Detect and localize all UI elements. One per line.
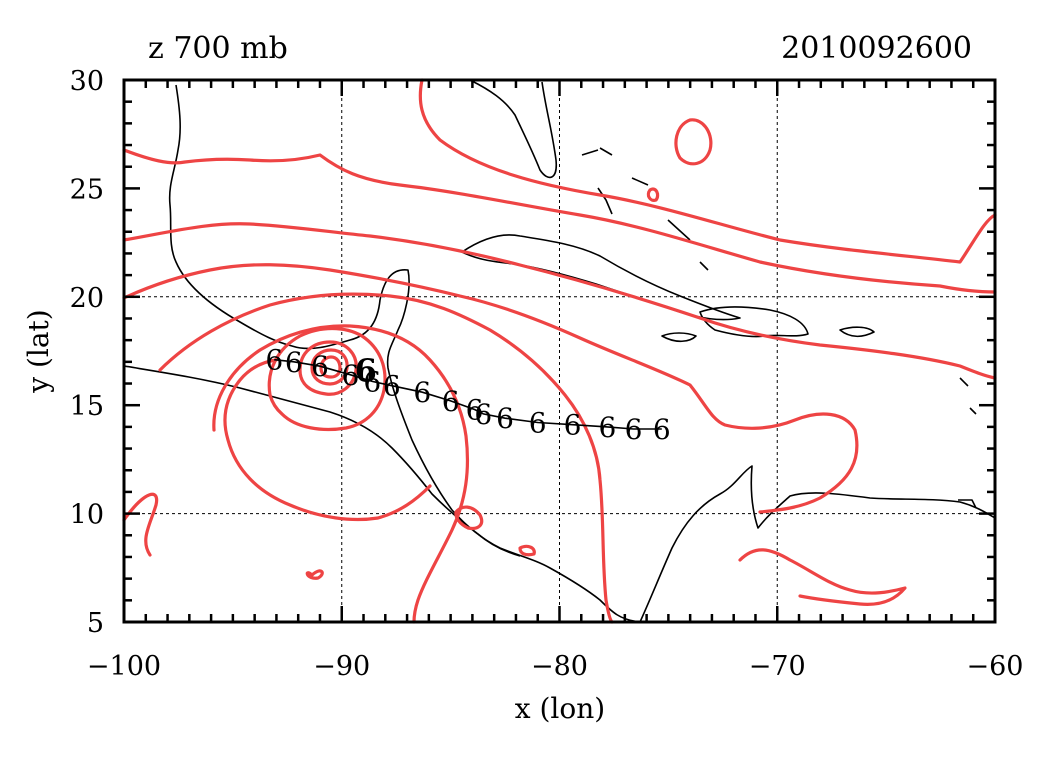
track-point-symbol: 6 [442,385,460,418]
y-tick-label: 10 [70,500,104,531]
y-axis-label: y (lat) [22,309,55,393]
x-tick-label: −100 [87,651,161,682]
track-point-symbol: 6 [529,407,547,440]
track-point-symbol: 6 [564,409,582,442]
x-tick-label: −70 [749,651,806,682]
contour-line [122,263,859,514]
track-point-symbol: 6 [598,411,616,444]
y-tick-label: 15 [70,391,104,422]
contour-line [319,355,342,379]
y-tick-label: 25 [70,174,104,205]
coastline-hispaniola [699,306,809,338]
contour-line [454,505,484,531]
contour-line [310,348,349,386]
contour-line [305,569,324,580]
date-label: 2010092600 [781,31,972,66]
track-point-symbol: 6 [466,394,484,427]
contour-line [267,326,387,432]
track-point-symbol: 6 [496,402,514,435]
contour-line [158,292,614,624]
contour-line [518,544,536,557]
x-axis-label: x (lon) [515,692,605,725]
track-point-symbol: 6 [342,359,360,392]
coastline-gulf-central-america [168,84,641,623]
contour-line [674,118,713,166]
contour-line [122,148,997,294]
contour-line [646,187,660,202]
x-tick-label: −60 [967,651,1024,682]
track-point-symbol: 6 [285,346,303,379]
x-tick-label: −90 [313,651,370,682]
storm-track-line [274,358,662,430]
y-tick-label: 20 [70,283,104,314]
track-point-symbol: 6 [311,350,329,383]
contour-line [738,548,907,606]
height-contours [122,78,997,624]
coastline-antilles [958,377,977,509]
contour-line [122,492,159,557]
track-point-symbol: 6 [474,398,492,431]
current-position-symbol: 6 [355,352,377,390]
coastline-jamaica [661,332,697,343]
y-tick-label: 30 [70,66,104,97]
track-point-symbol: 6 [383,370,401,403]
track-point-symbol: 6 [363,365,381,398]
contour-line [298,340,358,396]
coastline-pacific [123,365,521,557]
x-tick-label: −80 [531,651,588,682]
track-point-symbol: 6 [625,413,643,446]
track-point-symbol: 6 [413,376,431,409]
coastlines [123,79,996,623]
contour-line [212,324,470,624]
y-axis-ticks: 5 10 15 20 25 30 [70,66,104,639]
x-axis-ticks: −100 −90 −80 −70 −60 [87,651,1024,682]
minor-ticks [122,78,997,624]
track-point-symbol: 6 [653,413,671,446]
contour-line [418,78,997,264]
track-point-symbol: 6 [265,344,283,377]
coastline-bahamas [581,147,709,271]
contour-line [223,358,432,522]
coastline-south-america [639,465,996,623]
coastline-puerto-rico [839,326,875,338]
map-title: z 700 mb [148,31,288,66]
y-tick-label: 5 [87,608,104,639]
contour-line [122,222,997,380]
coastline-florida [469,79,558,179]
